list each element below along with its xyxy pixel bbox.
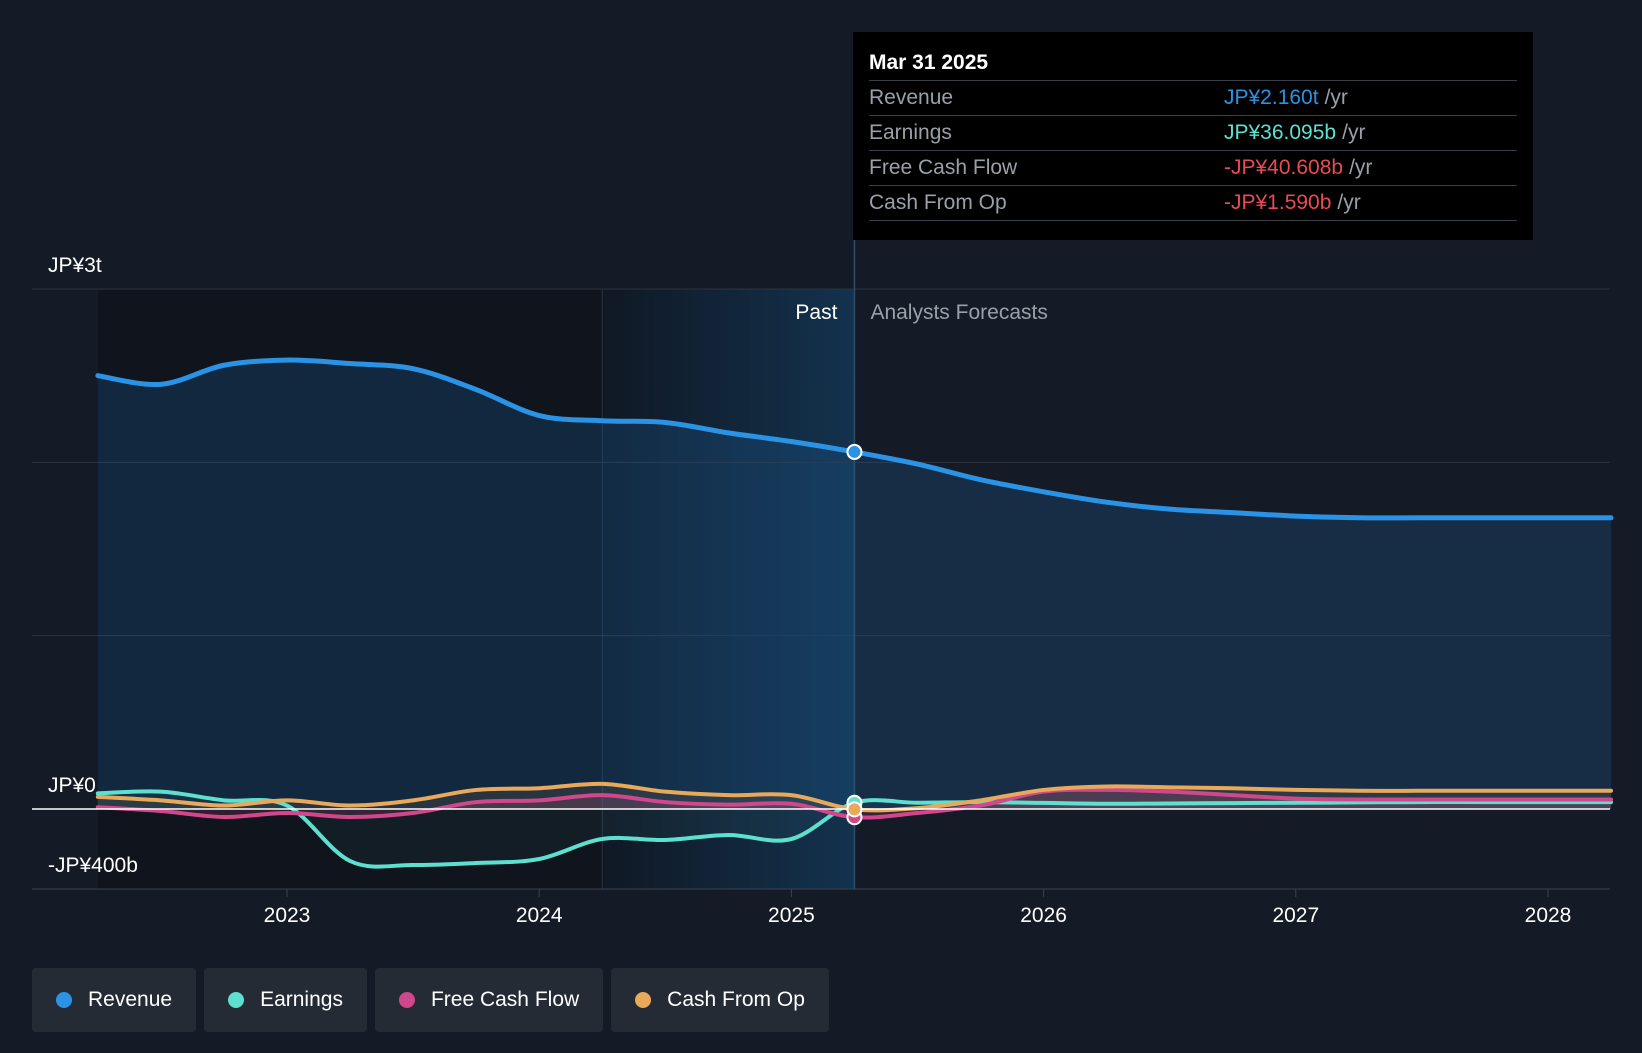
- x-tick-label: 2027: [1272, 904, 1319, 927]
- tooltip-unit: /yr: [1349, 156, 1373, 179]
- x-tick-label: 2025: [768, 904, 815, 927]
- tooltip-label: Earnings: [869, 121, 952, 144]
- tooltip: Mar 31 2025 Revenue JP¥2.160t /yr Earnin…: [853, 32, 1533, 240]
- tooltip-row-revenue: Revenue JP¥2.160t /yr: [869, 81, 1517, 116]
- legend-dot-icon: [56, 992, 72, 1008]
- revenue-marker: [846, 443, 863, 460]
- tooltip-value: -JP¥1.590b: [1224, 191, 1332, 214]
- legend-item-cash-from-op[interactable]: Cash From Op: [611, 968, 829, 1032]
- tooltip-value: JP¥36.095b: [1224, 121, 1337, 144]
- earnings-area: [97, 791, 1612, 867]
- tooltip-unit: /yr: [1337, 191, 1361, 214]
- tooltip-label: Cash From Op: [869, 191, 1007, 214]
- legend-label: Revenue: [88, 988, 173, 1011]
- legend: Revenue Earnings Free Cash Flow Cash Fro…: [32, 968, 829, 1032]
- forecast-label: Analysts Forecasts: [870, 301, 1047, 324]
- tooltip-unit: /yr: [1324, 86, 1348, 109]
- tooltip-label: Revenue: [869, 86, 954, 109]
- legend-dot-icon: [635, 992, 652, 1008]
- tooltip-label: Free Cash Flow: [869, 156, 1018, 179]
- tooltip-row-cash-from-op: Cash From Op -JP¥1.590b /yr: [869, 186, 1517, 221]
- legend-dot-icon: [398, 992, 415, 1008]
- legend-dot-icon: [228, 992, 245, 1008]
- legend-item-free-cash-flow[interactable]: Free Cash Flow: [374, 968, 604, 1032]
- x-tick-label: 2028: [1525, 904, 1572, 927]
- x-tick-label: 2023: [264, 904, 311, 927]
- past-label: Past: [795, 301, 837, 324]
- y-axis-label: JP¥3t: [48, 254, 102, 277]
- tooltip-date: Mar 31 2025: [869, 46, 1517, 81]
- legend-item-revenue[interactable]: Revenue: [32, 968, 197, 1032]
- legend-label: Earnings: [260, 988, 343, 1011]
- tooltip-value: JP¥2.160t: [1224, 86, 1319, 109]
- legend-item-earnings[interactable]: Earnings: [204, 968, 367, 1032]
- revenue-area: [97, 360, 1612, 809]
- y-axis-label: JP¥0: [48, 774, 96, 797]
- legend-label: Cash From Op: [667, 988, 805, 1011]
- x-tick-label: 2026: [1020, 904, 1067, 927]
- tooltip-row-earnings: Earnings JP¥36.095b /yr: [869, 116, 1517, 151]
- tooltip-row-free-cash-flow: Free Cash Flow -JP¥40.608b /yr: [869, 151, 1517, 186]
- cash-from-op-marker: [846, 801, 863, 818]
- y-axis-label: -JP¥400b: [48, 854, 138, 877]
- x-tick-label: 2024: [516, 904, 563, 927]
- tooltip-value: -JP¥40.608b: [1224, 156, 1344, 179]
- legend-label: Free Cash Flow: [430, 988, 580, 1011]
- tooltip-unit: /yr: [1342, 121, 1366, 144]
